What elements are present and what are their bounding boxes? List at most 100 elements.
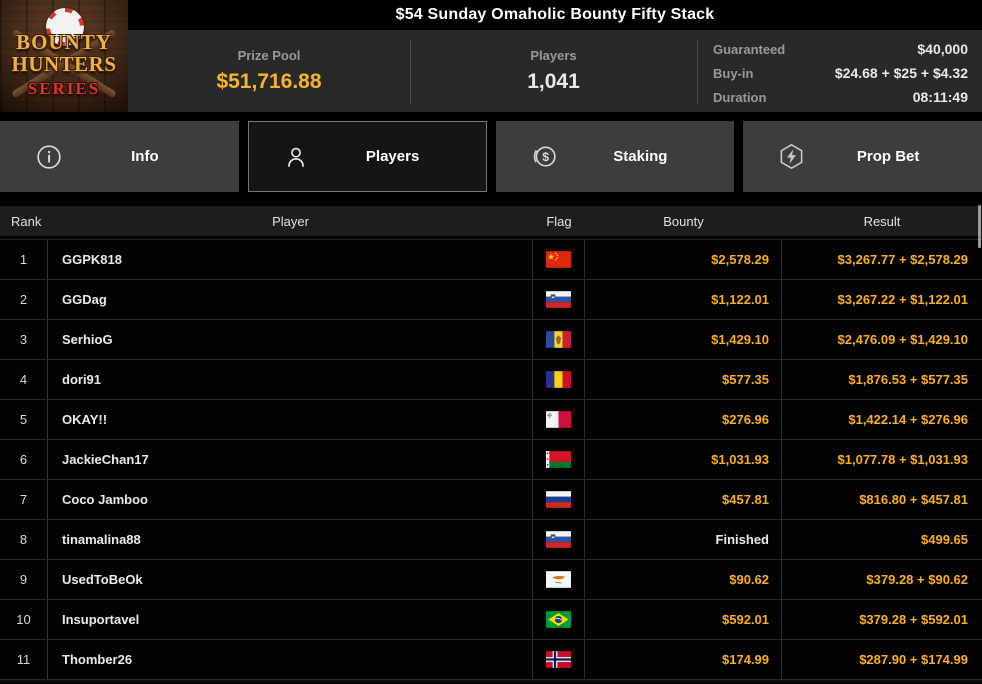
rank-cell: 7 <box>0 480 48 519</box>
flag-mt-icon <box>546 411 571 428</box>
flag-cell <box>533 280 585 319</box>
bounty-cell: $2,578.29 <box>585 240 782 279</box>
table-row[interactable]: 5 OKAY!! $276.96 $1,422.14 + $276.96 <box>0 399 982 439</box>
guaranteed-row: Guaranteed $40,000 <box>713 39 968 59</box>
result-cell: $287.90 + $174.99 <box>859 652 968 667</box>
table-row[interactable]: 9 UsedToBeOk $90.62 $379.28 + $90.62 <box>0 559 982 599</box>
flag-by-icon <box>546 451 571 468</box>
tournament-details: Guaranteed $40,000 Buy-in $24.68 + $25 +… <box>713 39 968 107</box>
column-header-result: Result <box>863 213 901 229</box>
title-bar: $54 Sunday Omaholic Bounty Fifty Stack <box>128 0 982 30</box>
table-row[interactable]: 4 dori91 $577.35 $1,876.53 + $577.35 <box>0 359 982 399</box>
table-row[interactable]: 2 GGDag $1,122.01 $3,267.22 + $1,122.01 <box>0 279 982 319</box>
result-cell: $3,267.22 + $1,122.01 <box>837 292 968 307</box>
divider <box>410 40 411 104</box>
players-label: Players <box>530 48 577 63</box>
column-header-bounty: Bounty <box>663 213 704 229</box>
bounty-hunters-series-logo: BOUNTY HUNTERS SERIES <box>0 0 128 112</box>
prop-bet-icon <box>778 143 805 170</box>
table-row[interactable]: 7 Coco Jamboo $457.81 $816.80 + $457.81 <box>0 479 982 519</box>
flag-cell <box>533 360 585 399</box>
player-name-cell: Coco Jamboo <box>48 480 533 519</box>
result-cell: $499.65 <box>921 532 968 547</box>
divider <box>697 40 698 104</box>
table-row[interactable]: 8 tinamalina88 Finished $499.65 <box>0 519 982 559</box>
column-header-rank: Rank <box>11 213 42 229</box>
rank-cell: 10 <box>0 600 48 639</box>
result-cell: $2,476.09 + $1,429.10 <box>837 332 968 347</box>
bounty-cell: $1,429.10 <box>585 320 782 359</box>
bounty-cell: $1,031.93 <box>585 440 782 479</box>
svg-text:$: $ <box>542 150 549 164</box>
result-cell: $1,422.14 + $276.96 <box>848 412 968 427</box>
page-title: $54 Sunday Omaholic Bounty Fifty Stack <box>395 6 715 23</box>
result-cell: $379.28 + $592.01 <box>859 612 968 627</box>
prize-pool-stat: Prize Pool $51,716.88 <box>128 30 410 112</box>
player-name-cell: GGPK818 <box>48 240 533 279</box>
duration-row: Duration 08:11:49 <box>713 87 968 107</box>
table-row[interactable]: 3 SerhioG $1,429.10 $2,476.09 + $1,429.1… <box>0 319 982 359</box>
flag-ro-icon <box>546 371 571 388</box>
buy-in-value: $24.68 + $25 + $4.32 <box>834 65 968 81</box>
flag-cell <box>533 480 585 519</box>
flag-cell <box>533 640 585 679</box>
logo-line-2: HUNTERS <box>11 52 117 76</box>
players-table: 1 GGPK818 ★ $2,578.29 $3,267.77 + $2,578… <box>0 239 982 683</box>
table-row[interactable]: 10 Insuportavel $592.01 $379.28 + $592.0… <box>0 599 982 639</box>
rank-cell: 4 <box>0 360 48 399</box>
players-value: 1,041 <box>527 70 580 93</box>
bounty-cell: $276.96 <box>585 400 782 439</box>
bounty-cell: $174.99 <box>585 640 782 679</box>
tab-bar: Info Players $ Staking Prop Bet <box>0 121 982 192</box>
tab-players[interactable]: Players <box>247 121 487 192</box>
tab-info[interactable]: Info <box>0 121 239 192</box>
flag-cell <box>533 320 585 359</box>
flag-cell <box>533 440 585 479</box>
result-cell: $379.28 + $90.62 <box>866 572 968 587</box>
prize-pool-label: Prize Pool <box>237 48 301 63</box>
vertical-scrollbar[interactable] <box>978 205 981 248</box>
player-name-cell: JackieChan17 <box>48 440 533 479</box>
rank-cell: 8 <box>0 520 48 559</box>
poker-chip-icon <box>46 8 84 46</box>
flag-no-icon <box>546 651 571 668</box>
flag-ru-icon <box>546 491 571 508</box>
column-header-flag: Flag <box>546 213 572 229</box>
tab-staking[interactable]: $ Staking <box>495 121 735 192</box>
staking-icon: $ <box>531 143 558 170</box>
players-stat: Players 1,041 <box>410 30 697 112</box>
flag-br-icon <box>546 611 571 628</box>
guaranteed-value: $40,000 <box>917 41 968 57</box>
player-name-cell: OKAY!! <box>48 400 533 439</box>
table-row[interactable]: 6 JackieChan17 $1,031.93 $1,077.78 + $1,… <box>0 439 982 479</box>
bounty-cell: $90.62 <box>585 560 782 599</box>
players-icon <box>283 143 310 170</box>
table-row[interactable]: 11 Thomber26 $174.99 $287.90 + $174.99 <box>0 639 982 679</box>
logo-line-1: BOUNTY <box>16 30 112 54</box>
flag-md-icon <box>546 331 571 348</box>
svg-text:★: ★ <box>547 251 554 261</box>
player-name-cell: dori91 <box>48 360 533 399</box>
flag-cn-icon: ★ <box>546 251 571 268</box>
flag-si-icon <box>546 291 571 308</box>
result-cell: $3,267.77 + $2,578.29 <box>837 252 968 267</box>
logo-line-3: SERIES <box>27 79 101 98</box>
result-cell: $816.80 + $457.81 <box>859 492 968 507</box>
duration-value: 08:11:49 <box>912 89 968 105</box>
player-name-cell: Insuportavel <box>48 600 533 639</box>
bounty-cell: $457.81 <box>585 480 782 519</box>
bounty-cell: $1,122.01 <box>585 280 782 319</box>
tab-prop-bet[interactable]: Prop Bet <box>743 121 982 192</box>
info-icon <box>35 143 62 170</box>
guaranteed-label: Guaranteed <box>713 41 786 57</box>
player-name-cell: UsedToBeOk <box>48 560 533 599</box>
column-header-player: Player <box>272 213 309 229</box>
duration-label: Duration <box>713 89 767 105</box>
rank-cell: 9 <box>0 560 48 599</box>
rank-cell: 5 <box>0 400 48 439</box>
rank-cell: 11 <box>0 640 48 679</box>
player-name-cell: Thomber26 <box>48 640 533 679</box>
buy-in-row: Buy-in $24.68 + $25 + $4.32 <box>713 63 968 83</box>
table-row[interactable]: 1 GGPK818 ★ $2,578.29 $3,267.77 + $2,578… <box>0 239 982 279</box>
table-header: Rank Player Flag Bounty Result <box>0 206 982 236</box>
